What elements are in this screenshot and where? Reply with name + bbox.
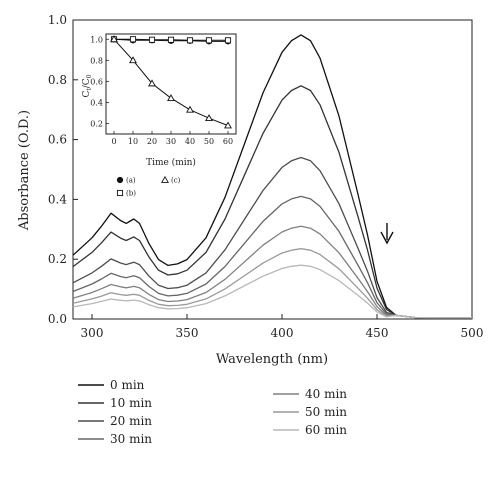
inset-marker-triangle	[129, 56, 137, 64]
inset-legend-label: (c)	[171, 177, 181, 185]
inset-legend-label: (b)	[126, 190, 136, 198]
inset-axis-ticks: 0 10 20 30 40 50 60 0.2 0.4 0.6 0.8 1.0	[90, 35, 233, 146]
inset-x-tick-label: 50	[204, 137, 214, 146]
series-line-4	[72, 225, 472, 319]
inset-x-tick-label: 30	[166, 137, 176, 146]
x-tick-label: 500	[461, 326, 484, 340]
inset-marker-square	[116, 189, 124, 197]
inset-x-tick-label: 60	[223, 137, 233, 146]
y-tick-label: 0.2	[48, 252, 67, 266]
x-tick-label: 450	[366, 326, 389, 340]
inset-y-tick-label: 0.8	[90, 56, 103, 65]
inset-x-tick-label: 40	[185, 137, 195, 146]
y-tick-label: 0.4	[48, 192, 67, 206]
y-tick-label: 0.8	[48, 73, 67, 87]
inset-marker-circle	[116, 176, 124, 184]
inset-marker-triangle	[110, 35, 118, 43]
y-tick-label: 1.0	[48, 13, 67, 27]
series-line-3	[72, 195, 472, 319]
x-tick-label: 300	[81, 326, 104, 340]
y-axis-title: Absorbance (O.D.)	[17, 110, 32, 231]
legend-label: 60 min	[305, 423, 347, 437]
inset-y-axis-title: Ct/C0	[82, 74, 93, 97]
inset-x-tick-label: 0	[111, 137, 116, 146]
inset-x-axis-title: Time (min)	[146, 157, 196, 168]
inset-marker-square	[129, 36, 137, 43]
inset-plot-frame	[105, 33, 237, 135]
down-arrow-icon	[380, 223, 394, 245]
inset-marker-triangle	[224, 121, 232, 129]
legend-label: 50 min	[305, 405, 347, 419]
inset-y-tick-label: 0.6	[90, 77, 103, 86]
x-tick-label: 350	[176, 326, 199, 340]
main-legend: 0 min 10 min 20 min 30 min 40 min 50 min 60 mi…	[78, 378, 347, 446]
x-tick-label: 400	[271, 326, 294, 340]
inset-marker-square	[205, 37, 213, 44]
inset-legend-label: (a)	[126, 177, 136, 185]
legend-label: 30 min	[110, 432, 152, 446]
inset-marker-square	[167, 36, 175, 43]
inset-marker-square	[224, 37, 232, 44]
main-series-curves	[72, 34, 472, 319]
inset-legend: (a) (b) (c)	[116, 175, 181, 198]
inset-marker-triangle	[205, 114, 213, 122]
series-line-5	[72, 248, 472, 319]
series-line-6	[72, 264, 472, 319]
inset-marker-square	[148, 36, 156, 43]
series-line-2	[72, 156, 472, 319]
inset-x-tick-label: 10	[128, 137, 138, 146]
legend-label: 20 min	[110, 414, 152, 428]
main-plot-frame	[72, 19, 473, 320]
legend-label: 0 min	[110, 378, 145, 392]
inset-marker-triangle	[167, 94, 175, 102]
inset-y-tick-label: 1.0	[90, 35, 103, 44]
legend-label: 10 min	[110, 396, 152, 410]
inset-x-tick-label: 20	[147, 137, 157, 146]
series-line-1	[72, 85, 472, 319]
inset-marker-triangle	[148, 79, 156, 87]
inset-marker-triangle	[161, 175, 169, 183]
inset-marker-square	[186, 37, 194, 44]
legend-label: 40 min	[305, 387, 347, 401]
inset-y-tick-label: 0.4	[90, 98, 103, 107]
y-tick-label: 0.6	[48, 133, 67, 147]
inset-series	[110, 35, 232, 129]
y-tick-label: 0.0	[48, 312, 67, 326]
inset-y-tick-label: 0.2	[90, 119, 103, 128]
series-line-0	[72, 34, 472, 319]
x-axis-title: Wavelength (nm)	[216, 352, 328, 367]
inset-plot: 0 10 20 30 40 50 600.20.40.60.81.0 Time (min) …	[82, 33, 237, 198]
inset-marker-triangle	[186, 105, 194, 113]
